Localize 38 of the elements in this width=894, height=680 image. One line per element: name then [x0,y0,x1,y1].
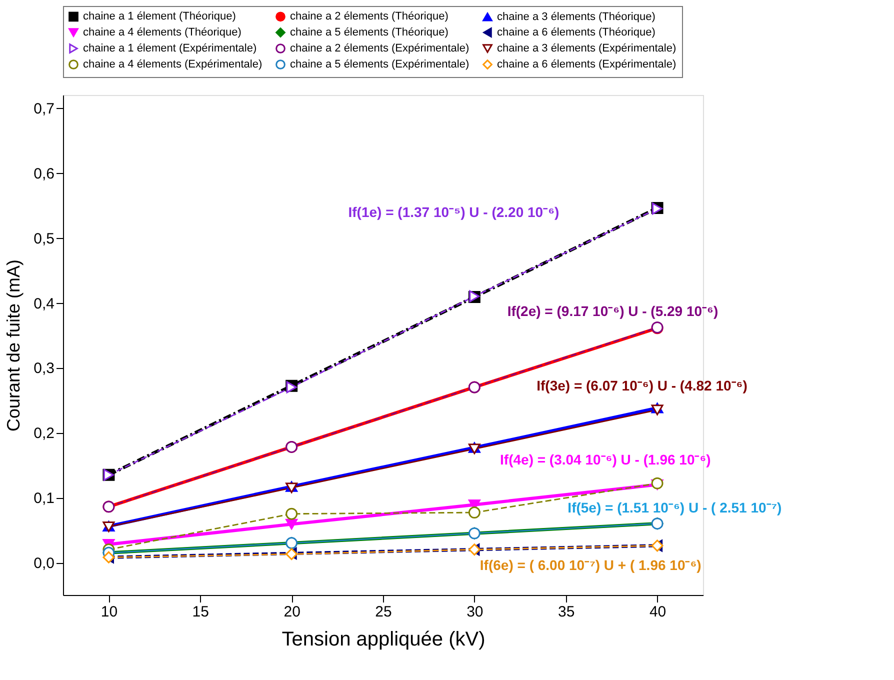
annotation: If(6e) = ( 6.00 10⁻⁷) U + ( 1.96 10⁻⁶) [480,556,702,573]
legend-label: chaine a 1 élement (Expérimentale) [83,42,257,54]
legend-label: chaine a 4 élements (Expérimentale) [83,58,262,70]
y-tick-label: 0,7 [34,100,54,118]
annotation: If(3e) = (6.07 10⁻⁶) U - (4.82 10⁻⁶) [536,378,748,394]
annotation: If(5e) = (1.51 10⁻⁶) U - ( 2.51 10⁻⁷) [568,500,782,516]
annotation: If(2e) = (9.17 10⁻⁶) U - (5.29 10⁻⁶) [507,302,718,319]
legend-label: chaine a 3 élements (Théorique) [497,10,656,23]
legend-label: chaine a 5 élements (Théorique) [290,26,448,38]
legend-label: chaine a 1 élement (Théorique) [83,10,236,23]
y-tick-label: 0,2 [34,425,54,442]
y-tick-label: 0,6 [34,165,54,182]
x-tick-label: 40 [649,604,666,620]
legend-label: chaine a 6 élements (Expérimentale) [497,58,676,70]
x-tick-label: 15 [192,604,209,620]
x-axis-title: Tension appliquée (kV) [282,628,486,650]
annotation: If(1e) = (1.37 10⁻⁵) U - (2.20 10⁻⁶) [348,204,560,220]
point [286,508,298,520]
point [468,506,480,519]
x-tick-label: 20 [284,604,300,620]
y-tick-label: 0,4 [34,295,54,312]
legend-label: chaine a 2 élements (Théorique) [290,10,448,23]
x-tick-label: 35 [558,604,575,620]
x-tick-label: 10 [100,604,118,620]
legend-label: chaine a 3 élements (Expérimentale) [497,42,676,54]
point [286,518,298,530]
y-tick-label: 0,0 [34,555,54,572]
legend-label: chaine a 4 élements (Théorique) [83,26,242,38]
x-tick-label: 25 [375,604,392,620]
legend-label: chaine a 6 élements (Théorique) [497,26,656,38]
y-tick-label: 0,3 [34,360,54,378]
y-axis-title: Courant de fuite (mA) [4,259,24,432]
legend-label: chaine a 2 élements (Expérimentale) [290,42,470,54]
y-tick-label: 0,5 [34,230,54,248]
legend-label: chaine a 5 élements (Expérimentale) [290,58,470,70]
annotation: If(4e) = (3.04 10⁻⁶) U - (1.96 10⁻⁶) [500,452,711,468]
y-tick-label: 0,1 [34,490,54,508]
x-tick-label: 30 [466,604,484,620]
